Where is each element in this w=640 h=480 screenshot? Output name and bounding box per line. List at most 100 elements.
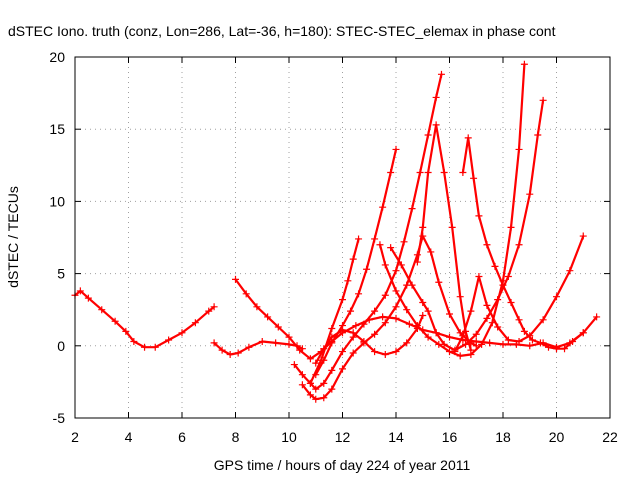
data-point <box>274 323 282 331</box>
y-tick-label: 10 <box>49 193 65 209</box>
data-series <box>71 60 601 403</box>
data-point <box>432 93 440 101</box>
y-tick-label: 5 <box>57 266 65 282</box>
series-line <box>73 289 216 349</box>
data-point <box>566 267 574 275</box>
data-point <box>352 322 360 330</box>
data-point <box>339 326 346 334</box>
data-point <box>298 381 306 389</box>
series-11 <box>413 121 475 354</box>
y-tick-label: -5 <box>53 410 66 426</box>
series-3 <box>232 275 601 363</box>
data-point <box>528 336 536 344</box>
data-point <box>520 60 528 68</box>
data-point <box>264 313 272 321</box>
data-point <box>210 303 218 311</box>
data-point <box>470 174 478 182</box>
data-point <box>210 339 218 347</box>
data-point <box>419 298 427 306</box>
data-point <box>258 337 266 345</box>
y-tick-label: 20 <box>49 49 65 65</box>
x-tick-label: 16 <box>442 429 458 445</box>
data-point <box>349 255 357 263</box>
data-point <box>419 223 427 231</box>
data-point <box>178 329 186 337</box>
data-point <box>76 287 84 295</box>
x-tick-label: 10 <box>281 429 297 445</box>
data-point <box>464 134 472 142</box>
data-point <box>424 333 432 341</box>
data-point <box>232 275 239 283</box>
y-tick-label: 15 <box>49 121 65 137</box>
data-point <box>413 322 421 330</box>
data-point <box>536 339 544 347</box>
data-point <box>312 385 320 393</box>
data-point <box>272 339 280 347</box>
data-point <box>504 272 512 280</box>
data-point <box>539 316 547 324</box>
data-point <box>424 307 432 315</box>
data-point <box>381 291 389 299</box>
data-point <box>579 232 587 240</box>
x-tick-label: 2 <box>71 429 79 445</box>
y-tick-label: 0 <box>57 338 65 354</box>
data-point <box>355 290 363 298</box>
data-point <box>462 340 470 348</box>
data-point <box>379 313 387 321</box>
data-point <box>467 307 475 315</box>
series-line <box>293 73 443 391</box>
data-point <box>379 203 387 211</box>
data-point <box>349 349 357 357</box>
data-point <box>371 235 379 243</box>
data-point <box>569 337 577 345</box>
data-point <box>130 337 138 345</box>
data-point <box>579 329 587 337</box>
data-point <box>381 319 389 327</box>
data-point <box>392 348 400 356</box>
data-point <box>437 70 445 78</box>
data-point <box>226 350 234 358</box>
x-tick-label: 18 <box>495 429 511 445</box>
data-point <box>339 348 346 356</box>
data-point <box>561 345 569 353</box>
data-point <box>448 223 456 231</box>
x-axis-label: GPS time / hours of day 224 of year 2011 <box>214 457 471 473</box>
data-point <box>306 355 314 363</box>
data-point <box>312 359 320 367</box>
data-point <box>483 301 491 309</box>
data-point <box>486 339 494 347</box>
data-point <box>387 169 395 177</box>
data-point <box>499 340 507 348</box>
data-point <box>339 296 346 304</box>
x-tick-label: 20 <box>549 429 565 445</box>
data-point <box>392 287 400 295</box>
data-point <box>306 391 314 399</box>
data-point <box>320 394 328 402</box>
data-point <box>400 238 408 246</box>
data-point <box>435 278 443 286</box>
data-point <box>347 307 355 315</box>
x-tick-label: 12 <box>335 429 351 445</box>
data-point <box>165 336 173 344</box>
data-point <box>424 169 432 177</box>
data-point <box>392 314 400 322</box>
series-13 <box>459 134 587 353</box>
data-point <box>84 294 92 302</box>
grid-lines <box>75 57 610 418</box>
data-point <box>416 169 424 177</box>
data-point <box>111 317 119 325</box>
data-point <box>328 385 336 393</box>
data-point <box>360 337 368 345</box>
data-point <box>376 241 384 249</box>
data-point <box>403 306 411 314</box>
series-line <box>301 235 478 401</box>
data-point <box>245 343 253 351</box>
y-axis-label: dSTEC / TECUs <box>5 186 21 288</box>
data-point <box>483 241 491 249</box>
series-line <box>416 123 472 352</box>
data-point <box>440 169 448 177</box>
data-point <box>526 190 534 198</box>
data-point <box>218 346 226 354</box>
data-point <box>494 296 502 304</box>
